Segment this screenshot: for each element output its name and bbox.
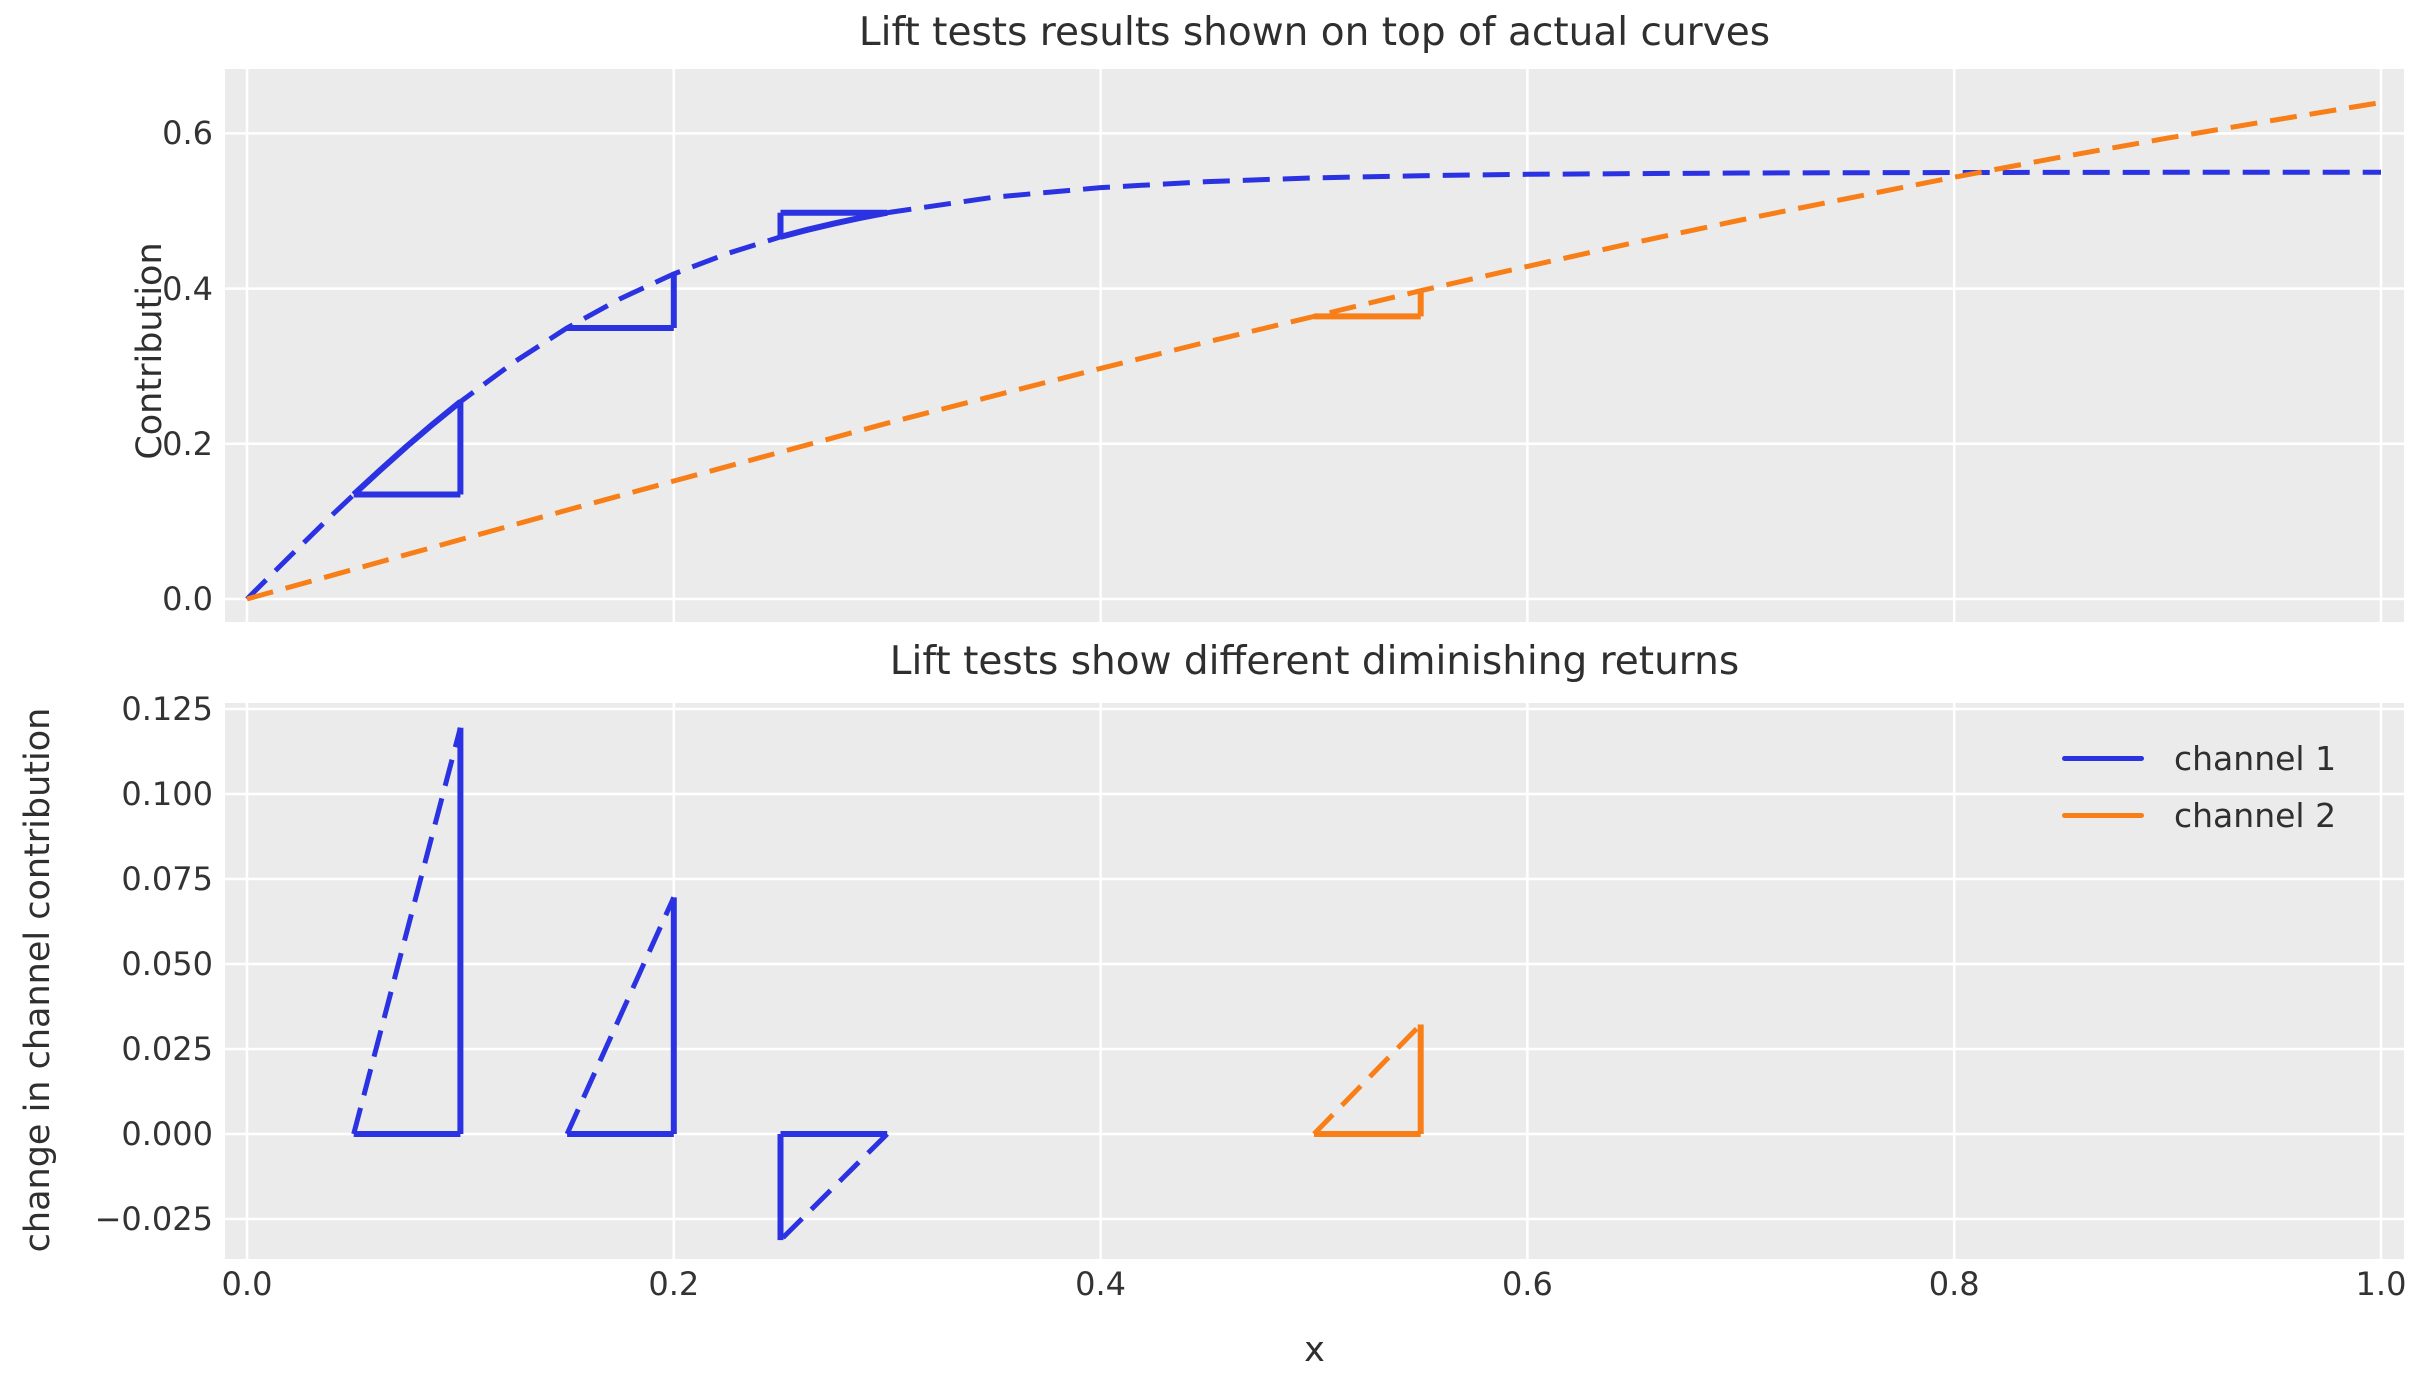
bottom-chart-title: Lift tests show different diminishing re… [889, 639, 1740, 684]
legend-label: channel 2 [2174, 796, 2337, 835]
legend: channel 1 channel 2 [2062, 730, 2336, 844]
top-chart-ytick-label: 0.4 [162, 269, 213, 308]
bottom-chart-xtick-label: 0.2 [648, 1265, 700, 1303]
bottom-chart-ytick-label: 0.100 [121, 775, 213, 813]
x-axis-label: x [1304, 1330, 1325, 1370]
bottom-chart-ytick-label: 0.125 [121, 690, 213, 728]
top-chart-title: Lift tests results shown on top of actua… [858, 10, 1771, 55]
top-chart-ytick-label: 0.0 [162, 580, 213, 618]
legend-entry-channel-1: channel 1 [2062, 730, 2336, 787]
channel-2-line-swatch [2062, 813, 2144, 818]
bottom-chart-xtick-label: 0.8 [1928, 1265, 1980, 1303]
bottom-chart-ytick-label: −0.025 [94, 1200, 213, 1238]
legend-label: channel 1 [2174, 739, 2337, 778]
triangle-hypotenuse-line [1312, 1022, 1423, 1136]
bottom-chart-background [225, 703, 2404, 1259]
lift-test-chord [351, 399, 463, 497]
triangle-hypotenuse-line [778, 1132, 889, 1242]
triangle-hypotenuse-line [564, 896, 677, 1136]
top-chart-ytick-label: 0.2 [162, 424, 213, 463]
lift-test-chord [779, 209, 888, 240]
bottom-chart-xtick-label: 1.0 [2355, 1265, 2407, 1303]
bottom-chart-xtick-label: 0.4 [1075, 1265, 1127, 1303]
bottom-chart-xtick-label: 0.0 [221, 1265, 273, 1303]
bottom-chart-xtick-label: 0.6 [1501, 1265, 1553, 1303]
bottom-chart-ytick-label: 0.025 [121, 1030, 213, 1068]
bottom-chart-ytick-label: 0.075 [121, 860, 213, 898]
channel-1-line-swatch [2062, 756, 2144, 761]
bottom-chart-ytick-label: 0.050 [121, 945, 213, 983]
top-chart-ytick-label: 0.6 [162, 114, 213, 153]
triangle-hypotenuse-line [351, 727, 463, 1135]
legend-entry-channel-2: channel 2 [2062, 787, 2336, 844]
bottom-chart-ytick-label: 0.000 [121, 1115, 213, 1153]
